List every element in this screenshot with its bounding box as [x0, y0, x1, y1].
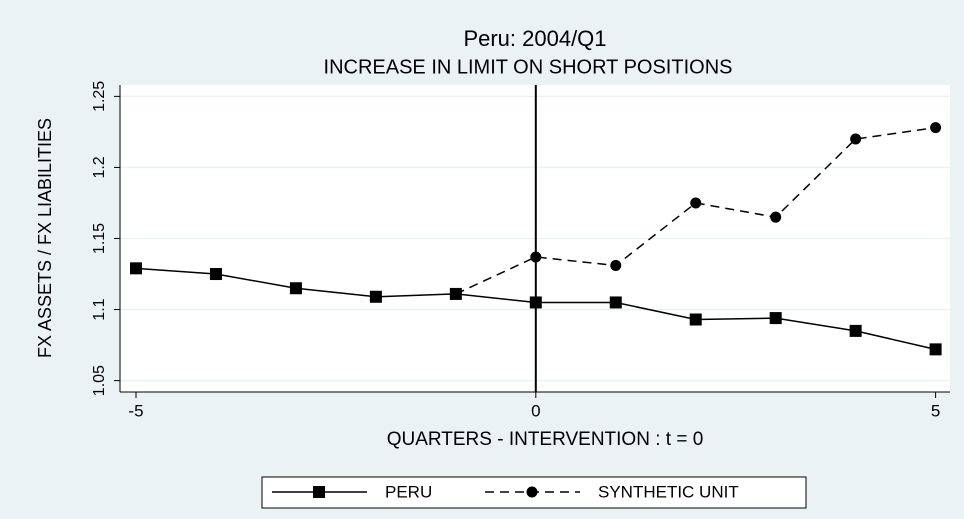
- marker: [609, 296, 622, 309]
- legend-label: SYNTHETIC UNIT: [598, 482, 739, 501]
- y-tick-label: 1.15: [91, 223, 108, 254]
- marker: [690, 197, 702, 209]
- marker: [529, 296, 542, 309]
- y-tick-label: 1.2: [91, 156, 108, 178]
- x-tick-label: -5: [128, 401, 143, 420]
- marker: [930, 122, 942, 134]
- legend-marker: [526, 486, 538, 498]
- y-tick-label: 1.25: [91, 81, 108, 112]
- x-tick-label: 0: [531, 401, 540, 420]
- marker: [129, 262, 142, 275]
- marker: [929, 343, 942, 356]
- marker: [530, 251, 542, 263]
- marker: [450, 288, 462, 300]
- legend-marker: [313, 486, 325, 498]
- y-tick-label: 1.1: [91, 298, 108, 320]
- marker: [770, 211, 782, 223]
- chart-subtitle: INCREASE IN LIMIT ON SHORT POSITIONS: [324, 56, 733, 78]
- marker: [850, 133, 862, 145]
- y-tick-label: 1.05: [91, 365, 108, 396]
- marker: [209, 268, 222, 281]
- marker: [610, 260, 622, 272]
- x-axis-label: QUARTERS - INTERVENTION : t = 0: [387, 429, 704, 450]
- marker: [689, 313, 702, 326]
- legend-label: PERU: [385, 482, 432, 501]
- marker: [849, 324, 862, 337]
- marker: [369, 290, 382, 303]
- marker: [769, 312, 782, 325]
- y-axis-label: FX ASSETS / FX LIABILITIES: [35, 118, 55, 358]
- x-tick-label: 5: [931, 401, 940, 420]
- marker: [289, 282, 302, 295]
- chart-title: Peru: 2004/Q1: [463, 26, 606, 51]
